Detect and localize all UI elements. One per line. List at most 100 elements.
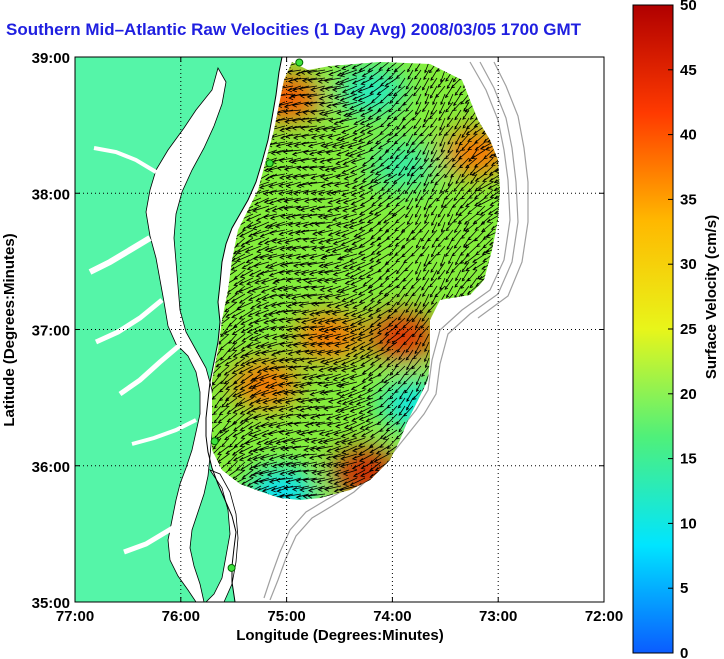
velocity-arrow	[348, 261, 366, 270]
velocity-arrow	[386, 357, 398, 367]
velocity-arrow	[341, 357, 358, 366]
velocity-arrow	[395, 253, 406, 262]
velocity-arrow	[251, 381, 270, 390]
velocity-arrow	[365, 413, 382, 423]
velocity-arrow	[395, 229, 406, 241]
velocity-arrow	[268, 293, 286, 300]
velocity-arrow	[279, 453, 294, 460]
velocity-arrow	[335, 389, 350, 396]
velocity-arrow	[278, 357, 294, 364]
velocity-arrow	[311, 157, 326, 164]
velocity-arrow	[378, 62, 390, 71]
velocity-arrow	[454, 117, 462, 130]
velocity-arrow	[429, 77, 438, 89]
velocity-arrow	[421, 101, 430, 113]
velocity-arrow	[360, 165, 374, 174]
velocity-arrow	[279, 445, 294, 452]
velocity-arrow	[477, 181, 494, 192]
velocity-arrow	[415, 261, 422, 275]
velocity-arrow	[413, 117, 422, 130]
velocity-arrow	[463, 221, 470, 232]
velocity-arrow	[314, 125, 334, 133]
velocity-arrow	[271, 237, 286, 244]
velocity-arrow	[414, 205, 422, 218]
velocity-arrow	[223, 325, 238, 335]
velocity-arrow	[291, 125, 310, 131]
velocity-arrow	[360, 469, 374, 478]
velocity-arrow	[292, 381, 310, 389]
velocity-arrow	[378, 357, 390, 368]
velocity-arrow	[300, 253, 318, 260]
velocity-arrow	[359, 341, 374, 350]
velocity-arrow	[287, 453, 302, 460]
velocity-arrow	[424, 93, 430, 105]
velocity-arrow	[376, 317, 390, 327]
velocity-arrow	[296, 165, 310, 171]
velocity-arrow	[212, 405, 222, 415]
velocity-arrow	[287, 189, 302, 196]
velocity-arrow	[415, 237, 422, 249]
velocity-arrow	[334, 333, 350, 341]
velocity-arrow	[221, 397, 230, 408]
velocity-arrow	[352, 469, 366, 478]
velocity-arrow	[384, 253, 398, 265]
velocity-arrow	[231, 341, 246, 351]
velocity-arrow	[278, 269, 294, 276]
velocity-arrow	[325, 149, 342, 156]
velocity-arrow	[395, 413, 406, 425]
velocity-arrow	[317, 293, 334, 301]
velocity-arrow	[258, 477, 278, 484]
velocity-arrow	[310, 133, 326, 140]
velocity-arrow	[286, 277, 302, 283]
velocity-arrow	[247, 365, 262, 374]
velocity-arrow	[328, 69, 342, 77]
bay-river-4	[93, 146, 158, 174]
velocity-arrow	[462, 117, 470, 129]
velocity-arrow	[377, 381, 390, 392]
velocity-arrow	[286, 141, 302, 148]
velocity-arrow	[340, 429, 358, 439]
velocity-arrow	[259, 341, 278, 349]
velocity-arrow	[218, 405, 230, 416]
velocity-arrow	[335, 381, 350, 388]
velocity-arrow	[264, 245, 278, 253]
velocity-arrow	[396, 293, 406, 306]
velocity-arrow	[318, 325, 334, 333]
velocity-arrow	[394, 149, 406, 159]
velocity-arrow	[367, 309, 382, 318]
velocity-arrow	[394, 221, 406, 231]
velocity-arrow	[292, 373, 310, 379]
velocity-arrow	[357, 85, 374, 94]
velocity-arrow	[283, 205, 302, 212]
velocity-arrow	[430, 101, 438, 115]
velocity-arrow	[317, 229, 334, 236]
bay-river-1	[88, 235, 152, 275]
velocity-arrow	[341, 317, 358, 325]
velocity-arrow	[296, 429, 310, 436]
velocity-arrow	[314, 301, 334, 307]
velocity-arrow	[412, 349, 422, 360]
velocity-arrow	[235, 253, 254, 263]
velocity-arrow	[461, 125, 470, 138]
velocity-arrow	[275, 477, 294, 483]
velocity-arrow	[330, 325, 350, 333]
velocity-arrow	[349, 405, 366, 414]
x-tick-label: 77:00	[56, 608, 94, 625]
velocity-arrow	[269, 173, 286, 180]
velocity-arrow	[259, 445, 278, 453]
velocity-arrow	[254, 349, 270, 357]
velocity-arrow	[422, 261, 430, 272]
velocity-arrow	[290, 213, 310, 219]
velocity-arrow	[430, 149, 438, 163]
velocity-arrow	[317, 333, 334, 341]
velocity-arrow	[421, 285, 430, 297]
velocity-arrow	[341, 125, 358, 134]
velocity-arrow	[262, 213, 278, 220]
velocity-arrow	[395, 261, 406, 275]
velocity-arrow	[387, 165, 398, 177]
velocity-arrow	[244, 349, 262, 358]
velocity-arrow	[398, 349, 406, 361]
velocity-arrow	[365, 349, 382, 359]
velocity-arrow	[420, 133, 430, 144]
velocity-arrow	[270, 357, 286, 365]
